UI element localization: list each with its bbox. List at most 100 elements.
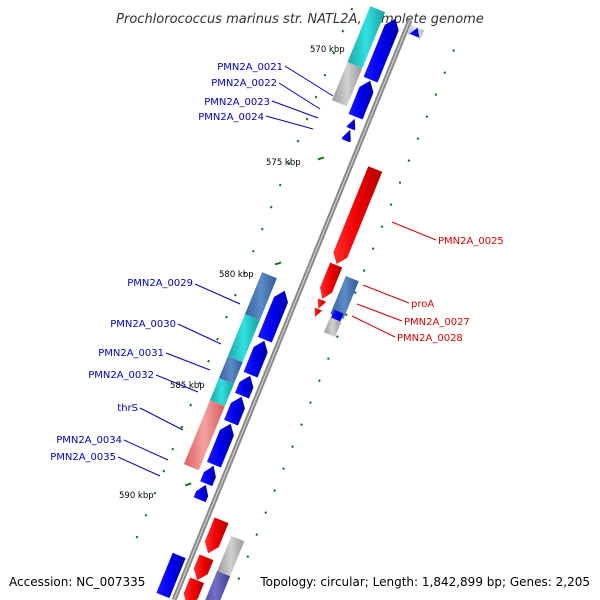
scale-tick bbox=[234, 293, 237, 297]
scale-tick bbox=[389, 203, 393, 206]
gene-label[interactable]: PMN2A_0022 bbox=[211, 78, 277, 89]
gene-label[interactable]: PMN2A_0024 bbox=[198, 112, 264, 123]
scale-tick bbox=[162, 469, 166, 473]
category-bar bbox=[209, 378, 234, 407]
scale-tick bbox=[207, 359, 210, 363]
category-bar bbox=[217, 535, 245, 577]
gene-label[interactable]: PMN2A_0032 bbox=[88, 370, 154, 381]
scale-tick bbox=[327, 357, 330, 360]
leader-line bbox=[362, 284, 410, 304]
gene-labels: PMN2A_0021 PMN2A_0022 PMN2A_0023 PMN2A_0… bbox=[50, 62, 504, 463]
scale-tick bbox=[135, 535, 139, 539]
accession-text: Accession: NC_007335 bbox=[9, 575, 145, 589]
gene-label[interactable]: PMN2A_0028 bbox=[397, 333, 463, 344]
gene-arrow bbox=[206, 423, 234, 468]
category-bar bbox=[330, 275, 359, 320]
topology-text: Topology: circular; Length: 1,842,899 bp… bbox=[259, 575, 590, 589]
page-title: Prochlorococcus marinus str. NATL2A, com… bbox=[116, 12, 484, 27]
gene-label[interactable]: PMN2A_0025 bbox=[438, 236, 504, 247]
scale-tick bbox=[425, 115, 429, 118]
gene-arrow bbox=[193, 554, 214, 581]
category-bar bbox=[323, 317, 342, 337]
scale-tick bbox=[314, 95, 318, 99]
scale-tick bbox=[273, 489, 276, 492]
gene-label[interactable]: PMN2A_0034 bbox=[56, 435, 122, 446]
label-leaders bbox=[117, 65, 437, 477]
gene-arrow bbox=[224, 396, 245, 426]
scale-label: 590 kbp bbox=[119, 491, 154, 501]
leader-line bbox=[123, 439, 169, 461]
scale-tick bbox=[318, 379, 321, 382]
leader-line bbox=[351, 315, 396, 338]
scale-tick bbox=[407, 159, 411, 162]
gene-arrow bbox=[243, 340, 268, 378]
gene-label[interactable]: PMN2A_0030 bbox=[110, 319, 176, 330]
scale-label: 575 kbp bbox=[266, 158, 301, 168]
leader-line bbox=[117, 456, 161, 477]
leader-line bbox=[278, 82, 321, 110]
gene-label[interactable]: PMN2A_0021 bbox=[217, 62, 283, 73]
category-bar bbox=[347, 6, 386, 69]
gene-label[interactable]: PMN2A_0023 bbox=[204, 97, 270, 108]
leader-line bbox=[356, 303, 403, 322]
scale-tick bbox=[278, 183, 282, 187]
gene-arrow bbox=[320, 262, 343, 300]
gene-arrow bbox=[408, 27, 420, 40]
gene-arrow bbox=[317, 298, 327, 310]
scale-tick bbox=[443, 71, 447, 74]
leader-line bbox=[284, 65, 334, 97]
category-bar bbox=[183, 400, 225, 471]
scale-tick bbox=[260, 227, 264, 231]
scale-tick bbox=[416, 137, 420, 140]
scale-tick bbox=[251, 249, 255, 253]
scale-tick bbox=[291, 445, 294, 448]
major-tick bbox=[317, 156, 325, 161]
scale-tick bbox=[264, 511, 268, 514]
scale-tick bbox=[434, 93, 438, 96]
scale-tick bbox=[398, 181, 402, 184]
scale-label: 585 kbp bbox=[170, 381, 205, 391]
scale-tick bbox=[171, 447, 175, 451]
scale-tick bbox=[332, 51, 336, 55]
scale-labels: 570 kbp 575 kbp 580 kbp 585 kbp 590 kbp bbox=[119, 45, 345, 501]
scale-tick bbox=[237, 577, 241, 580]
gene-label[interactable]: PMN2A_0035 bbox=[50, 452, 116, 463]
gene-arrow bbox=[193, 484, 209, 503]
category-bar bbox=[244, 272, 277, 321]
scale-tick bbox=[198, 381, 201, 385]
category-bar bbox=[156, 552, 186, 599]
scale-tick bbox=[452, 49, 456, 52]
scale-tick bbox=[323, 73, 327, 77]
scale-tick bbox=[309, 401, 312, 404]
scale-tick bbox=[300, 423, 303, 426]
scale-tick bbox=[380, 225, 384, 228]
scale-tick bbox=[341, 29, 345, 33]
gene-label[interactable]: proA bbox=[411, 299, 434, 310]
gene-arrow bbox=[257, 290, 289, 343]
gene-arrow bbox=[346, 118, 356, 131]
gene-arrow bbox=[235, 375, 254, 399]
scale-tick bbox=[216, 337, 219, 341]
gene-label[interactable]: PMN2A_0031 bbox=[98, 348, 164, 359]
leader-line bbox=[177, 323, 222, 345]
scale-tick bbox=[282, 467, 285, 470]
scale-tick bbox=[255, 533, 259, 536]
scale-tick bbox=[269, 205, 273, 209]
major-tick bbox=[274, 261, 282, 266]
gene-label[interactable]: PMN2A_0027 bbox=[404, 317, 470, 328]
major-tick bbox=[184, 482, 192, 487]
backbone bbox=[171, 19, 413, 600]
leader-line bbox=[155, 374, 199, 393]
scale-tick bbox=[350, 7, 354, 11]
scale-label: 570 kbp bbox=[310, 45, 345, 55]
scale-tick bbox=[144, 513, 148, 517]
scale-tick bbox=[287, 161, 291, 165]
category-bar bbox=[218, 356, 243, 385]
scale-tick bbox=[296, 139, 300, 143]
scale-label: 580 kbp bbox=[219, 270, 254, 280]
scale-tick bbox=[353, 291, 357, 294]
gene-label[interactable]: PMN2A_0029 bbox=[127, 278, 193, 289]
gene-features bbox=[156, 6, 425, 600]
gene-label[interactable]: thrS bbox=[117, 403, 138, 414]
